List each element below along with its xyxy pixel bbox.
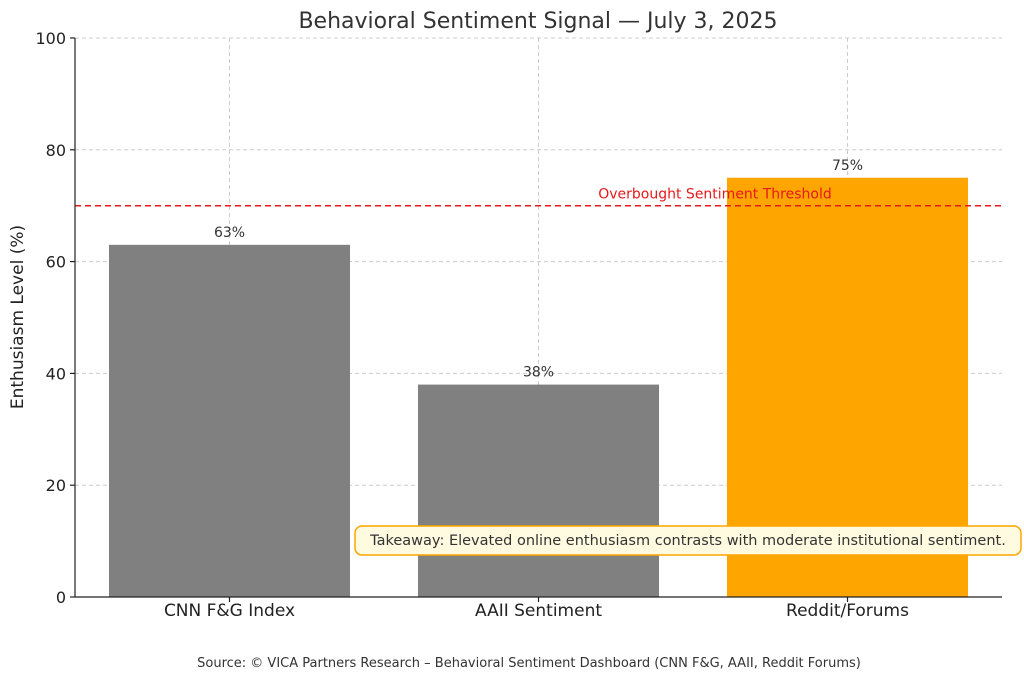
x-tick-label: AAII Sentiment [475, 601, 602, 621]
takeaway-annotation: Takeaway: Elevated online enthusiasm con… [354, 525, 1022, 556]
data-label: 75% [832, 158, 863, 174]
y-axis-label: Enthusiasm Level (%) [8, 225, 28, 409]
bar [108, 244, 351, 597]
bar [417, 384, 660, 597]
x-tick-label: CNN F&G Index [164, 601, 295, 621]
threshold-label: Overbought Sentiment Threshold [598, 187, 832, 203]
data-label: 38% [523, 365, 554, 381]
chart-title: Behavioral Sentiment Signal — July 3, 20… [298, 9, 777, 34]
source-note: Source: © VICA Partners Research – Behav… [197, 656, 861, 671]
data-label: 63% [214, 225, 245, 241]
y-tick-label: 40 [46, 364, 66, 383]
y-tick-label: 20 [46, 476, 66, 495]
threshold: Overbought Sentiment Threshold [75, 187, 1002, 207]
y-tick-label: 80 [46, 141, 66, 160]
y-tick-label: 0 [56, 588, 66, 607]
takeaway-box [354, 525, 1022, 556]
axes: 0 20 40 60 80 100 CNN F&G Index AAII Sentiment R… [35, 29, 1002, 621]
x-tick-label: Reddit/Forums [786, 601, 909, 621]
y-tick-label: 60 [46, 253, 66, 272]
takeaway-text: Takeaway: Elevated online enthusiasm con… [369, 533, 1006, 549]
y-tick-label: 100 [35, 29, 66, 48]
